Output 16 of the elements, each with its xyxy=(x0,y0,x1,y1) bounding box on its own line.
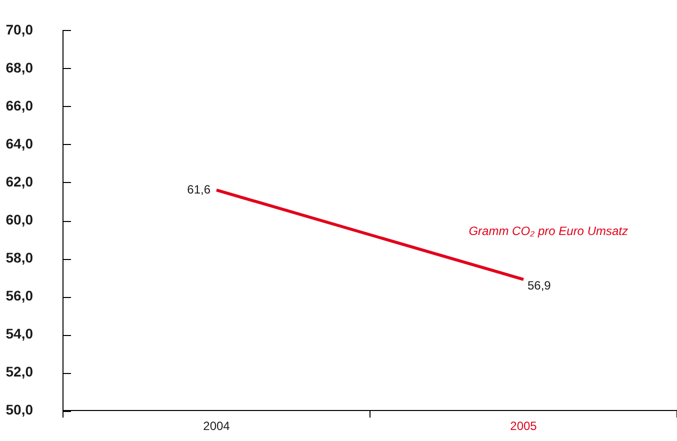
data-label: 61,6 xyxy=(187,182,211,196)
data-label: 56,9 xyxy=(528,278,552,293)
x-tick-label: 2004 xyxy=(203,419,230,434)
y-tick-label: 56,0 xyxy=(6,287,34,304)
y-tick-label: 58,0 xyxy=(6,249,34,266)
y-tick-label: 70,0 xyxy=(6,21,34,38)
x-tick-label: 2005 xyxy=(510,419,538,434)
y-tick-label: 52,0 xyxy=(6,363,34,380)
y-tick-label: 66,0 xyxy=(6,97,34,114)
y-tick-label: 64,0 xyxy=(6,135,34,152)
y-tick-label: 54,0 xyxy=(6,325,34,342)
y-tick-label: 60,0 xyxy=(6,211,34,228)
y-tick-label: 68,0 xyxy=(6,59,34,76)
y-tick-label: 50,0 xyxy=(6,401,34,418)
text: Gramm CO₂ pro Euro Umsatz xyxy=(468,224,628,238)
y-tick-label: 62,0 xyxy=(6,173,34,190)
